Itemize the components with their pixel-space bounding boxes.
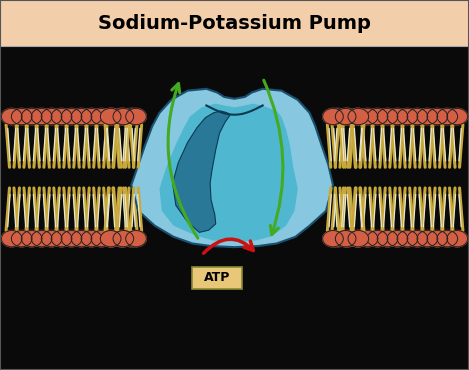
Circle shape [1,231,22,247]
Circle shape [11,108,32,125]
Circle shape [61,108,82,125]
Circle shape [427,231,447,247]
Polygon shape [159,104,298,242]
Circle shape [91,231,112,247]
Circle shape [335,108,356,125]
Circle shape [71,108,92,125]
Circle shape [337,231,358,247]
Circle shape [323,108,343,125]
Circle shape [51,108,72,125]
Circle shape [113,231,134,247]
Circle shape [323,231,343,247]
Circle shape [367,108,388,125]
Circle shape [51,231,72,247]
FancyBboxPatch shape [192,267,242,289]
Circle shape [126,231,146,247]
Circle shape [377,108,398,125]
Circle shape [327,108,348,125]
Circle shape [71,231,92,247]
Circle shape [407,231,428,247]
Circle shape [101,108,121,125]
Circle shape [31,108,52,125]
Bar [0,0,469,46]
Circle shape [121,108,142,125]
Circle shape [417,231,438,247]
Circle shape [437,108,458,125]
Circle shape [367,231,388,247]
Circle shape [100,108,121,125]
Circle shape [1,108,22,125]
Circle shape [126,108,146,125]
Circle shape [61,231,82,247]
Circle shape [387,231,408,247]
Circle shape [113,108,134,125]
Circle shape [21,108,42,125]
Circle shape [101,231,121,247]
Circle shape [100,231,121,247]
Circle shape [397,108,418,125]
Circle shape [397,231,418,247]
Polygon shape [131,89,333,247]
Circle shape [447,231,468,247]
Circle shape [407,108,428,125]
Text: Sodium-Potassium Pump: Sodium-Potassium Pump [98,14,371,33]
Circle shape [377,231,398,247]
Circle shape [11,231,32,247]
Circle shape [337,108,358,125]
Circle shape [357,108,378,125]
Circle shape [447,108,468,125]
Polygon shape [173,111,230,232]
Circle shape [31,231,52,247]
Circle shape [335,231,356,247]
Text: ATP: ATP [204,271,230,285]
Circle shape [348,108,369,125]
Circle shape [41,231,62,247]
Circle shape [111,108,132,125]
Circle shape [327,231,348,247]
Circle shape [427,108,447,125]
Circle shape [387,108,408,125]
Circle shape [121,231,142,247]
Circle shape [347,108,368,125]
Circle shape [81,231,102,247]
Circle shape [417,108,438,125]
Circle shape [348,231,369,247]
Circle shape [347,231,368,247]
Circle shape [21,231,42,247]
Circle shape [437,231,458,247]
Circle shape [357,231,378,247]
Circle shape [41,108,62,125]
Circle shape [81,108,102,125]
Circle shape [91,108,112,125]
Circle shape [111,231,132,247]
